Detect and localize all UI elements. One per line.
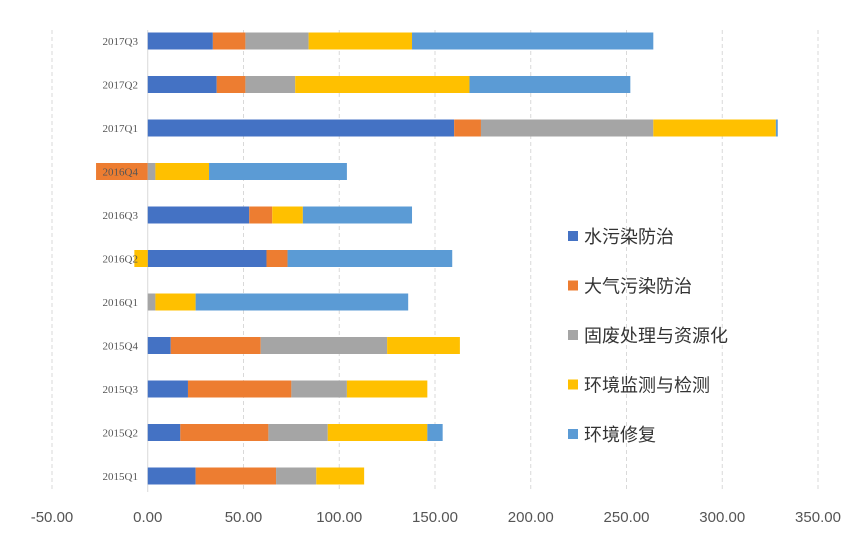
- bar-segment: [195, 293, 409, 311]
- x-tick-label: 300.00: [699, 509, 745, 526]
- bar-segment: [147, 76, 217, 93]
- bar-segment: [775, 119, 778, 137]
- category-label: 2015Q3: [103, 384, 139, 396]
- category-label: 2017Q2: [103, 80, 138, 92]
- category-label: 2016Q3: [103, 210, 139, 222]
- legend-swatch: [568, 379, 578, 390]
- bar-segment: [155, 293, 196, 311]
- x-tick-label: 200.00: [508, 509, 554, 526]
- bar-segment: [245, 76, 296, 93]
- bar-segment: [387, 337, 460, 354]
- bar-segment: [653, 119, 776, 137]
- bar-segment: [195, 467, 277, 485]
- bar-segment: [187, 380, 292, 398]
- bar-segment: [147, 293, 156, 311]
- x-tick-label: 0.00: [133, 509, 162, 526]
- bar-segment: [287, 250, 453, 267]
- legend-label: 环境修复: [584, 425, 656, 446]
- category-labels: 2015Q1 2015Q2 2015Q3 2015Q4 2016Q1 2016Q2 2016…: [103, 36, 139, 483]
- bar-segment: [295, 76, 470, 93]
- bar-segment: [147, 32, 213, 50]
- legend-swatch: [568, 429, 578, 439]
- bar-segment: [155, 163, 210, 180]
- x-tick-label: 350.00: [795, 509, 841, 526]
- bar-segment: [480, 119, 654, 137]
- category-label: 2017Q1: [103, 123, 138, 135]
- legend-label: 大气污染防治: [584, 277, 692, 298]
- bar-segment: [249, 206, 273, 224]
- bars: [96, 32, 778, 485]
- bar-segment: [147, 424, 181, 441]
- legend-swatch: [568, 330, 578, 340]
- x-tick-label: 150.00: [412, 509, 458, 526]
- bar-segment: [170, 337, 261, 354]
- bar-segment: [147, 250, 267, 267]
- bar-segment: [302, 206, 413, 224]
- category-label: 2016Q4: [103, 167, 139, 179]
- bar-segment: [147, 163, 156, 180]
- legend-swatch: [568, 231, 578, 241]
- bar-segment: [147, 380, 188, 398]
- category-label: 2015Q1: [103, 471, 138, 483]
- bar-segment: [327, 424, 428, 441]
- legend-label: 水污染防治: [584, 227, 674, 248]
- x-tick-label: 100.00: [316, 509, 362, 526]
- bar-segment: [134, 250, 148, 267]
- bar-segment: [272, 206, 303, 224]
- bar-segment: [308, 32, 413, 50]
- x-tick-label: -50.00: [31, 509, 74, 526]
- legend-label: 环境监测与检测: [584, 376, 710, 397]
- bar-segment: [216, 76, 246, 93]
- bar-segment: [96, 163, 148, 180]
- bar-segment: [291, 380, 347, 398]
- bar-segment: [245, 32, 309, 50]
- bar-segment: [346, 380, 428, 398]
- bar-segment: [212, 32, 246, 50]
- bar-segment: [427, 424, 443, 441]
- bar-segment: [316, 467, 365, 485]
- bar-segment: [147, 337, 171, 354]
- category-label: 2016Q1: [103, 297, 138, 309]
- x-tick-label: 50.00: [225, 509, 263, 526]
- bar-segment: [147, 467, 196, 485]
- bar-segment: [147, 206, 250, 224]
- legend-label: 固废处理与资源化: [584, 326, 728, 347]
- category-label: 2016Q2: [103, 254, 138, 266]
- bar-segment: [469, 76, 631, 93]
- x-tick-labels: -50.00 0.00 50.00 100.00 150.00 200.00 250.00 3…: [31, 509, 841, 526]
- category-label: 2015Q4: [103, 341, 139, 353]
- bar-segment: [412, 32, 654, 50]
- bar-segment: [454, 119, 481, 137]
- category-label: 2017Q3: [103, 36, 139, 48]
- bar-segment: [268, 424, 328, 441]
- bar-segment: [276, 467, 317, 485]
- x-tick-label: 250.00: [604, 509, 650, 526]
- bar-segment: [147, 119, 455, 137]
- bar-segment: [209, 163, 347, 180]
- category-label: 2015Q2: [103, 428, 138, 440]
- legend-swatch: [568, 280, 578, 291]
- bar-segment: [266, 250, 288, 267]
- bar-segment: [180, 424, 269, 441]
- bar-segment: [260, 337, 388, 354]
